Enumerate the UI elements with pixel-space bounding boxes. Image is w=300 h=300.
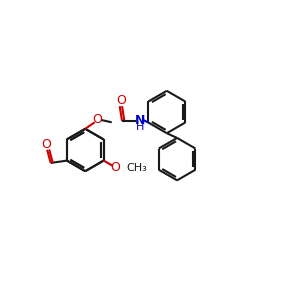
Text: N: N [134, 114, 145, 127]
Text: CH₃: CH₃ [126, 163, 147, 173]
Text: H: H [136, 122, 144, 132]
Text: O: O [42, 138, 52, 151]
Text: O: O [92, 113, 102, 127]
Text: O: O [116, 94, 126, 107]
Text: O: O [110, 161, 120, 174]
